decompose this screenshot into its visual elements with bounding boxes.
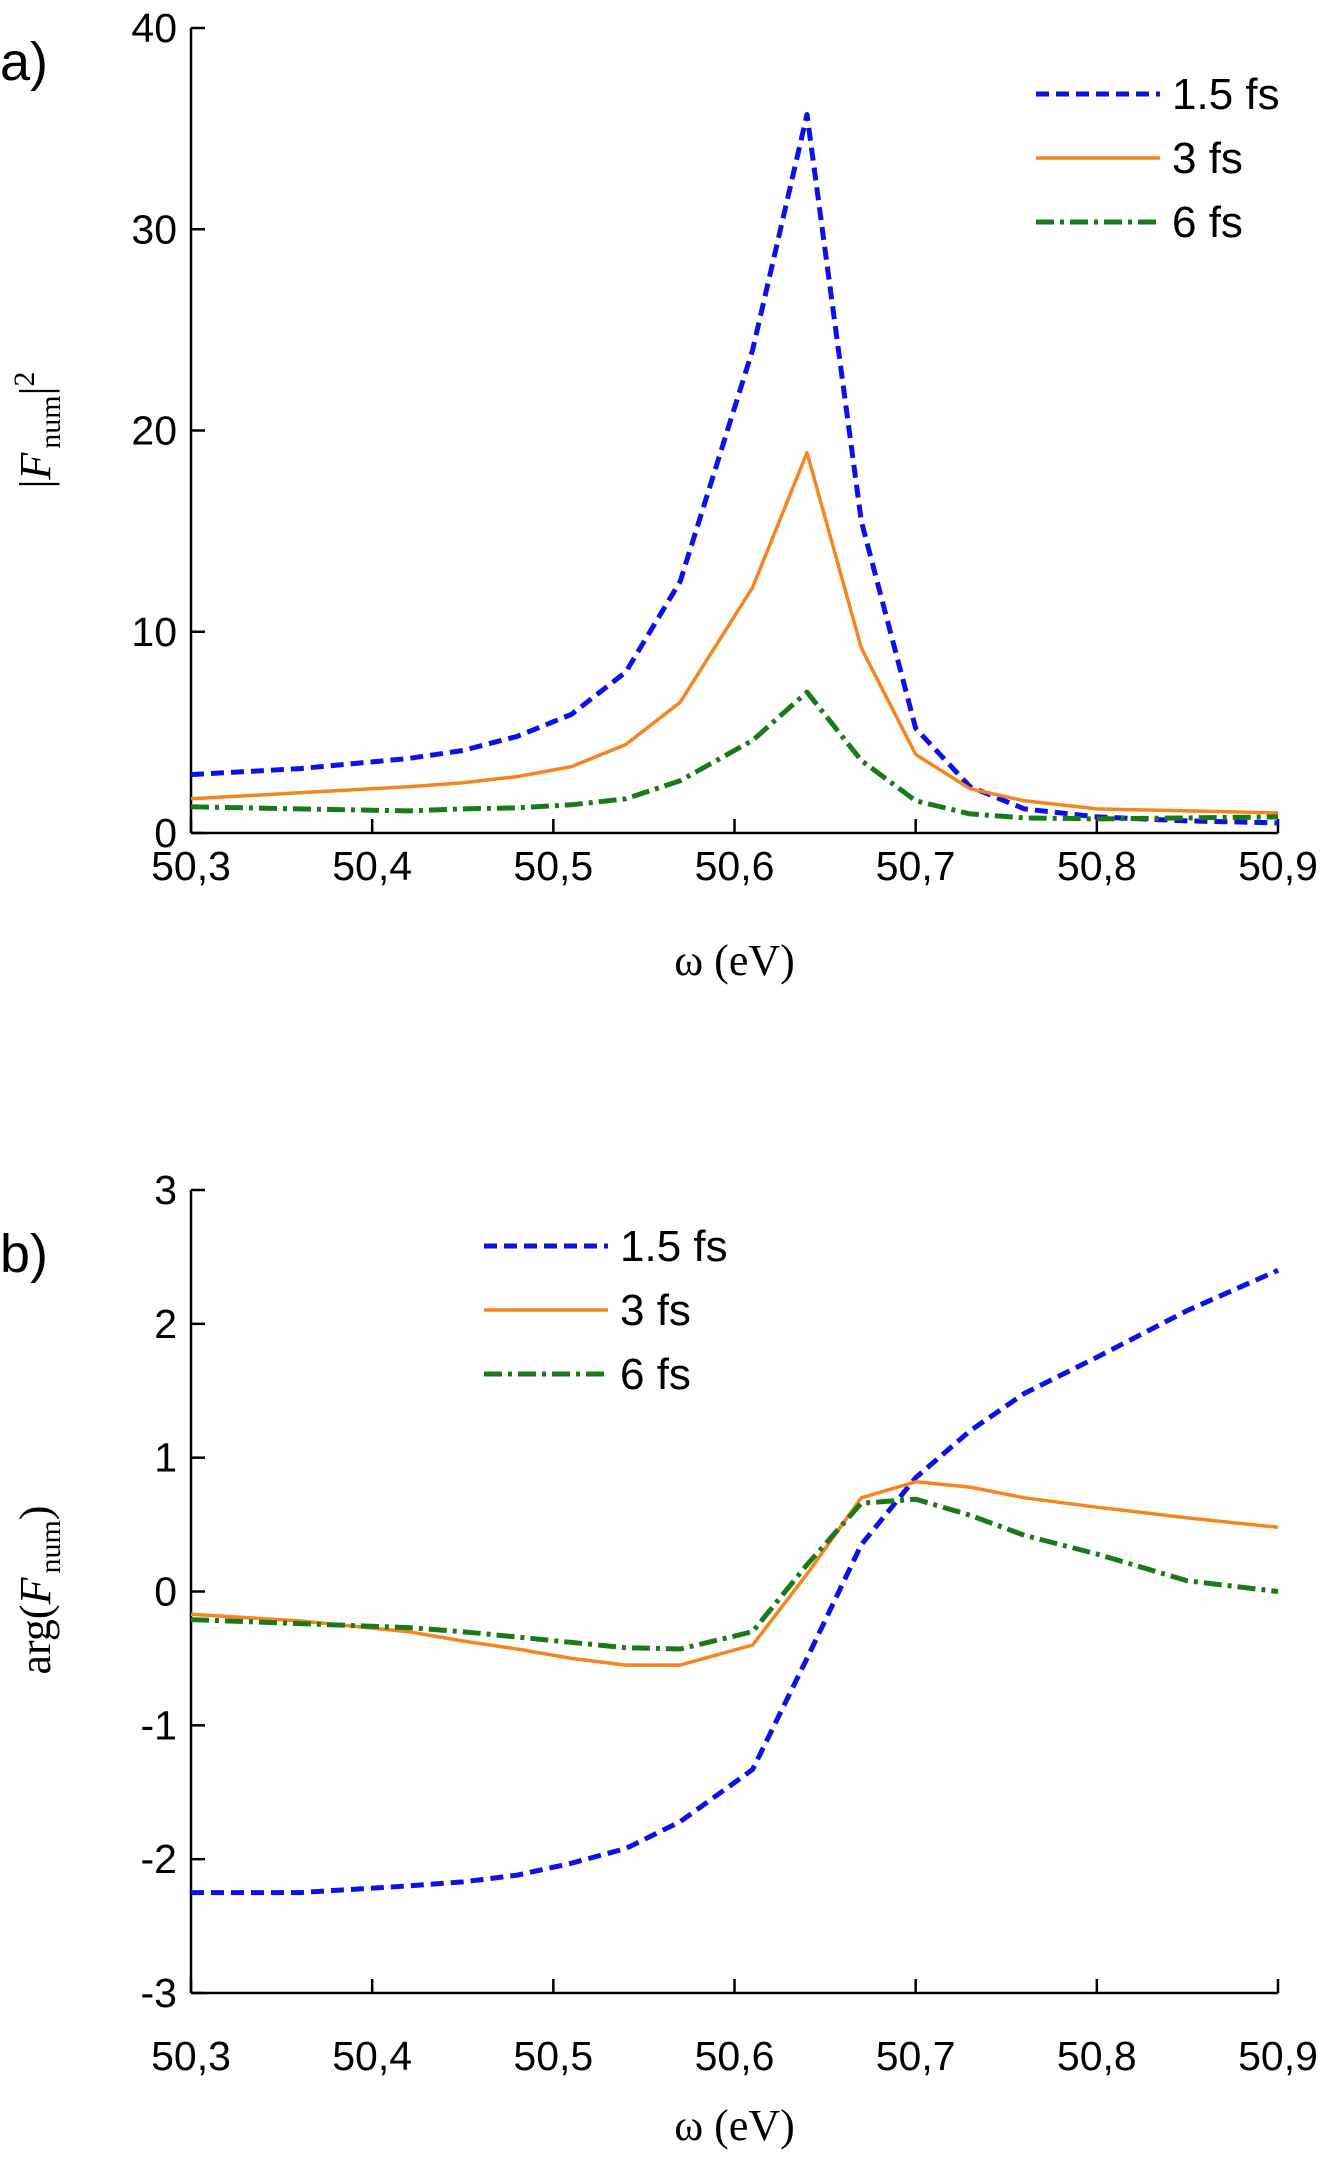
- x-tick-label: 50,8: [1057, 2033, 1137, 2079]
- y-axis-label-part: arg(: [11, 1604, 60, 1674]
- x-tick-label: 50,3: [151, 2033, 231, 2079]
- legend-label: 1.5 fs: [620, 1222, 728, 1271]
- legend-label: 1.5 fs: [1172, 70, 1280, 119]
- y-axis-label-part: num: [34, 395, 67, 448]
- y-axis-label-part: |: [11, 480, 60, 489]
- x-axis-label: ω (eV): [674, 2101, 795, 2150]
- y-tick-label: 30: [131, 206, 177, 252]
- x-tick-label: 50,4: [332, 843, 412, 889]
- x-tick-label: 50,6: [695, 843, 775, 889]
- y-axis-label: arg(Fnum): [11, 1506, 67, 1675]
- y-tick-label: -3: [141, 1970, 177, 2016]
- x-tick-label: 50,9: [1238, 843, 1318, 889]
- x-axis-label: ω (eV): [674, 936, 795, 985]
- y-axis-label-part: num: [34, 1520, 67, 1573]
- legend-label: 3 fs: [1172, 134, 1243, 183]
- series-line: [190, 112, 1279, 826]
- x-tick-label: 50,9: [1238, 2033, 1318, 2079]
- y-axis-label-part: |: [11, 387, 60, 396]
- y-tick-label: 0: [154, 810, 177, 856]
- y-axis-label-part: ): [11, 1506, 60, 1521]
- y-tick-label: -2: [141, 1836, 177, 1882]
- series-line: [190, 450, 1279, 815]
- x-tick-label: 50,3: [151, 843, 231, 889]
- y-tick-label: 20: [131, 408, 177, 454]
- legend-label: 6 fs: [1172, 198, 1243, 247]
- series-line: [190, 1496, 1279, 1652]
- x-tick-label: 50,6: [695, 2033, 775, 2079]
- y-tick-label: 3: [154, 1167, 177, 1213]
- x-tick-label: 50,4: [332, 2033, 412, 2079]
- y-axis-label: |Fnum|2: [8, 372, 67, 489]
- x-tick-label: 50,5: [513, 2033, 593, 2079]
- y-tick-label: 10: [131, 609, 177, 655]
- legend-label: 6 fs: [620, 1350, 691, 1399]
- series-line: [190, 689, 1279, 822]
- y-tick-label: 2: [154, 1301, 177, 1347]
- y-tick-label: 1: [154, 1435, 177, 1481]
- x-tick-label: 50,7: [876, 2033, 956, 2079]
- panel-label: a): [0, 32, 48, 92]
- x-tick-label: 50,8: [1057, 843, 1137, 889]
- y-axis-label-part: F: [11, 1576, 60, 1605]
- y-axis-label-part: 2: [8, 372, 41, 387]
- y-tick-label: 0: [154, 1569, 177, 1615]
- y-tick-label: 40: [131, 5, 177, 51]
- series-line: [190, 1480, 1279, 1667]
- x-tick-label: 50,7: [876, 843, 956, 889]
- panel-label: b): [0, 1224, 48, 1284]
- y-axis-label-part: F: [11, 452, 60, 481]
- series-line: [191, 1268, 1280, 1896]
- legend-label: 3 fs: [620, 1286, 691, 1335]
- x-tick-label: 50,5: [513, 843, 593, 889]
- y-tick-label: -1: [141, 1702, 177, 1748]
